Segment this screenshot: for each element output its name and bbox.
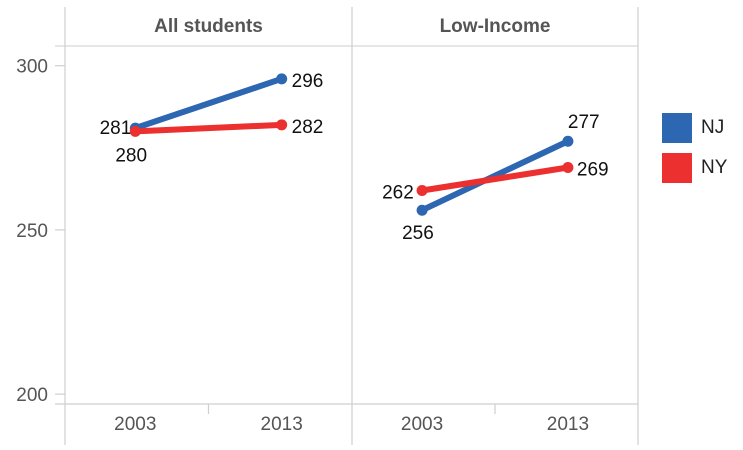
- point-all-students-nj-2013: [276, 73, 288, 85]
- legend-item-ny: NY: [662, 153, 727, 183]
- point-low-income-ny-2013: [562, 162, 574, 174]
- data-label-all-students-nj-2003: 281: [100, 118, 132, 139]
- x-tick-label-low-income-2013: 2013: [547, 414, 589, 435]
- data-label-all-students-ny-2003: 280: [115, 145, 147, 166]
- data-label-low-income-ny-2013: 269: [577, 160, 609, 181]
- data-label-all-students-nj-2013: 296: [292, 71, 324, 92]
- point-low-income-nj-2013: [562, 135, 574, 147]
- legend-label-nj: NJ: [701, 117, 725, 138]
- data-label-low-income-nj-2003: 256: [402, 223, 434, 244]
- panel-title-low-income: Low-Income: [440, 16, 551, 37]
- legend-swatch-ny: [662, 153, 692, 183]
- series-line-low-income-nj: [419, 138, 571, 214]
- point-low-income-nj-2003: [416, 204, 428, 216]
- legend-item-nj: NJ: [662, 113, 727, 143]
- legend: NJ NY: [662, 113, 727, 193]
- panel-title-all-students: All students: [154, 16, 263, 37]
- data-label-all-students-ny-2013: 282: [292, 117, 324, 138]
- x-tick-label-all-students-2013: 2013: [261, 414, 303, 435]
- legend-label-ny: NY: [701, 157, 728, 178]
- legend-swatch-nj: [662, 113, 692, 143]
- y-tick-label-200: 200: [16, 385, 48, 406]
- x-tick-label-all-students-2003: 2003: [114, 414, 156, 435]
- x-tick-label-low-income-2003: 2003: [401, 414, 443, 435]
- point-all-students-ny-2013: [276, 119, 288, 131]
- data-label-low-income-nj-2013: 277: [568, 112, 600, 133]
- data-label-low-income-ny-2003: 262: [382, 183, 414, 204]
- y-tick-label-250: 250: [16, 221, 48, 242]
- series-line-low-income-ny: [419, 164, 571, 194]
- series-line-all-students-ny: [132, 121, 285, 135]
- point-all-students-ny-2003: [129, 125, 141, 137]
- point-low-income-ny-2003: [416, 185, 428, 197]
- y-tick-label-300: 300: [16, 57, 48, 78]
- series-line-all-students-nj: [132, 75, 285, 132]
